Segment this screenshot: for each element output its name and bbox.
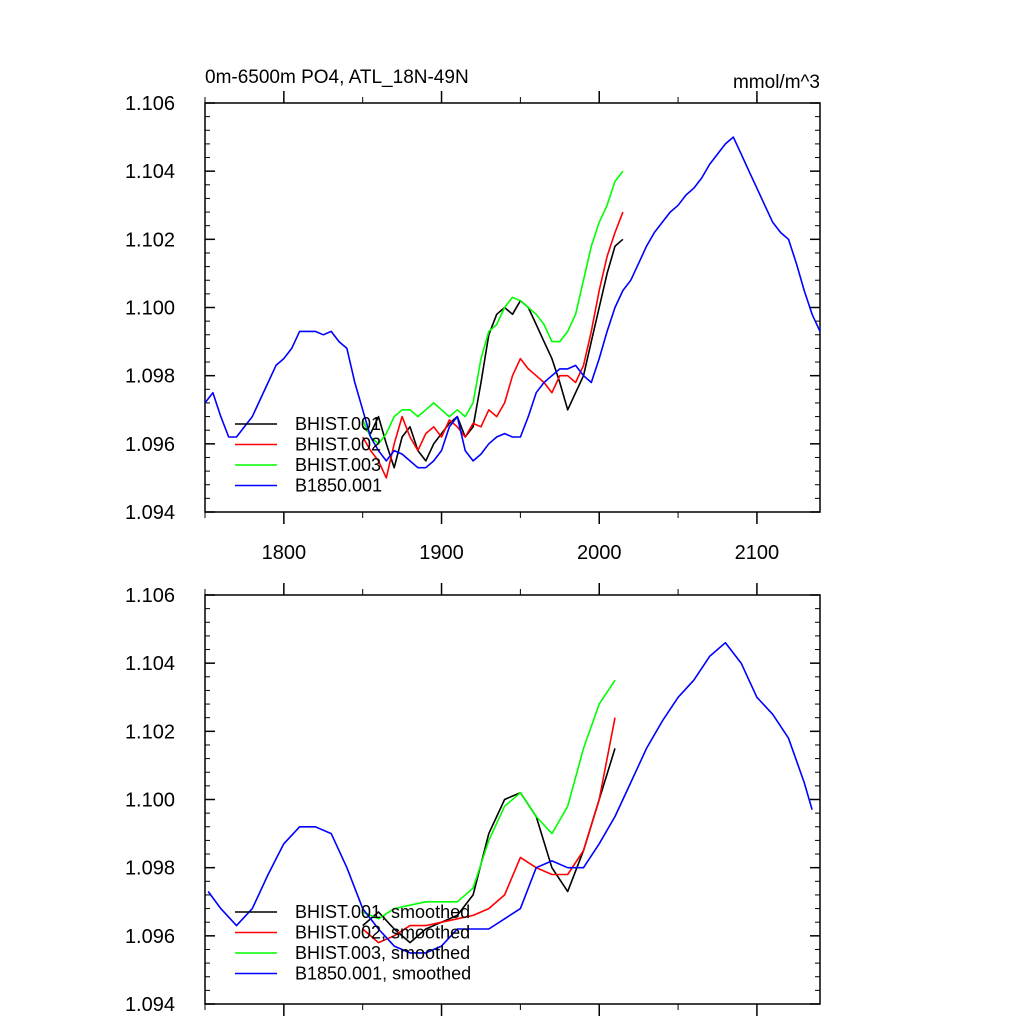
y-tick-label: 1.098 [125,366,175,388]
legend-label: B1850.001, smoothed [295,964,471,984]
series-line-b1850-001-smoothed [207,641,813,954]
bottom-panel: 1.094 1.096 1.098 1.100 1.102 1.104 1.106 BHIS… [125,583,821,1016]
y-tick-label: 1.104 [125,653,175,675]
series-line-bhist-002-smoothed [362,717,616,944]
axes-top: 1.094 1.096 1.098 1.100 1.102 1.104 1.106 1800 1… [125,91,820,564]
legend-label: BHIST.003 [295,455,381,475]
x-tick-label: 2100 [735,542,780,564]
y-tick-label: 1.104 [125,161,175,183]
y-tick-label: 1.094 [125,502,175,524]
y-tick-label: 1.102 [125,229,175,251]
x-tick-label: 1800 [262,542,307,564]
y-tick-label: 1.106 [125,585,175,607]
y-tick-label: 1.094 [125,994,175,1016]
series-line-bhist-001 [362,238,624,469]
series-line-bhist-003-smoothed [362,679,616,920]
y-tick-label: 1.102 [125,721,175,743]
x-tick-label: 2000 [577,542,622,564]
units-label: mmol/m^3 [733,72,820,93]
y-tick-label: 1.100 [125,790,175,812]
series-line-bhist-003 [361,170,624,445]
series-line-bhist-001-smoothed [362,748,616,944]
y-tick-label: 1.106 [125,93,175,115]
x-tick-label: 1900 [419,542,464,564]
series-lines-bottom [207,641,813,954]
series-lines-top [204,136,821,479]
series-line-b1850-001 [204,136,821,469]
legend-label: BHIST.001, smoothed [295,902,470,922]
axes-bottom: 1.094 1.096 1.098 1.100 1.102 1.104 1.106 [125,583,820,1016]
legend-label: BHIST.002, smoothed [295,923,470,943]
y-tick-label: 1.096 [125,926,175,948]
legend-label: BHIST.002 [295,435,381,455]
legend-label: B1850.001 [295,476,382,496]
chart-title: 0m-6500m PO4, ATL_18N-49N [205,67,469,88]
series-line-bhist-002 [362,211,624,479]
top-panel: 0m-6500m PO4, ATL_18N-49N mmol/m^3 1.094… [125,67,821,564]
legend-label: BHIST.001 [295,414,381,434]
legend-label: BHIST.003, smoothed [295,943,470,963]
y-tick-label: 1.100 [125,298,175,320]
y-tick-label: 1.098 [125,858,175,880]
y-tick-label: 1.096 [125,434,175,456]
